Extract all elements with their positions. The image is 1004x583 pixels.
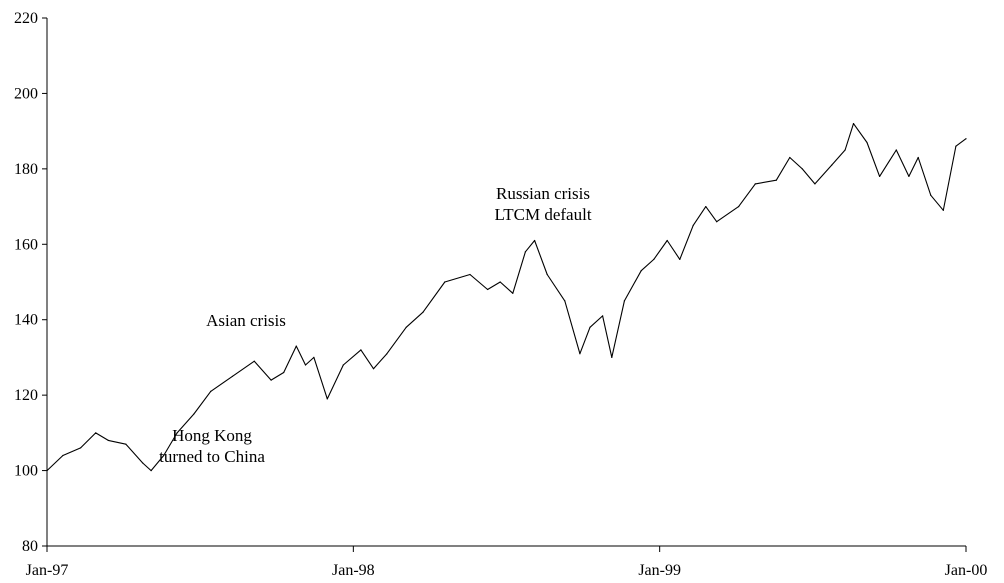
data-point [789, 156, 791, 159]
data-point [754, 183, 756, 185]
y-tick-label: 120 [14, 387, 38, 404]
data-point [444, 281, 446, 283]
data-point [738, 206, 740, 208]
data-point [62, 454, 64, 457]
data-point [283, 371, 285, 374]
data-point [163, 454, 165, 457]
y-tick-label: 220 [14, 10, 38, 27]
annotation-line: Russian crisis [496, 184, 590, 203]
annotation-label: Asian crisis [206, 311, 286, 330]
data-point [210, 390, 212, 392]
data-point [866, 141, 868, 144]
annotation-line: Asian crisis [206, 311, 286, 330]
y-tick-label: 100 [14, 463, 38, 480]
y-tick-label: 160 [14, 236, 38, 253]
data-point [653, 258, 655, 260]
data-point [611, 356, 613, 358]
data-point [313, 356, 315, 358]
data-point [895, 149, 897, 151]
data-point [80, 447, 82, 449]
data-point [579, 353, 581, 355]
data-point [955, 145, 957, 147]
x-tick-label: Jan-98 [332, 562, 375, 579]
data-point [372, 368, 375, 370]
data-point [150, 470, 152, 472]
annotations: Hong Kong turned to China Asian crisis Russ… [159, 184, 592, 466]
data-point [589, 326, 591, 328]
data-point [930, 194, 932, 196]
data-point [692, 224, 694, 226]
data-point [679, 258, 681, 260]
data-point [360, 349, 362, 351]
annotation-label: Russian crisis LTCM default [494, 184, 591, 224]
y-tick-label: 140 [14, 312, 38, 329]
annotation-label: Hong Kong turned to China [159, 426, 265, 466]
data-point [253, 360, 255, 362]
data-point [142, 462, 144, 464]
data-point [852, 123, 855, 125]
data-point [469, 273, 471, 276]
data-point [386, 353, 388, 355]
data-point [107, 439, 109, 441]
data-point [831, 164, 833, 166]
series-group [46, 123, 967, 472]
data-point [326, 398, 328, 400]
annotation-line: LTCM default [494, 205, 591, 224]
data-point [640, 270, 642, 272]
tick-labels: 80 100 120 140 160 180 200 220 Jan-97 Jan-98 Jan-9… [14, 10, 987, 579]
data-point [775, 179, 777, 181]
x-tick-label: Jan-00 [945, 562, 988, 579]
data-point [405, 326, 407, 328]
data-point [965, 138, 967, 140]
data-point [844, 149, 846, 151]
data-point [564, 300, 566, 302]
data-point [524, 251, 527, 253]
data-point [304, 364, 307, 366]
data-point [231, 375, 234, 377]
data-point [46, 470, 48, 472]
annotation-line: Hong Kong [172, 426, 252, 445]
data-point [623, 300, 626, 302]
data-point [879, 175, 881, 177]
y-tick-label: 180 [14, 161, 38, 178]
data-point [917, 156, 919, 159]
data-point [342, 364, 344, 366]
data-point [602, 315, 604, 317]
y-tick-label: 80 [22, 538, 38, 555]
annotation-line: turned to China [159, 447, 265, 466]
data-point [705, 206, 707, 208]
data-point [908, 175, 910, 177]
x-tick-label: Jan-97 [26, 562, 69, 579]
x-tick-label: Jan-99 [638, 562, 681, 579]
data-point [95, 432, 97, 434]
data-point [534, 239, 536, 242]
data-point [942, 209, 944, 211]
data-point [716, 221, 718, 223]
data-point [814, 183, 816, 185]
series-line [46, 123, 967, 472]
data-point [512, 292, 514, 294]
y-tick-label: 200 [14, 85, 38, 102]
data-point [176, 432, 178, 434]
data-point [422, 311, 424, 313]
data-point [801, 168, 803, 170]
data-point [666, 239, 668, 242]
data-point [295, 345, 297, 347]
data-point [499, 281, 501, 283]
data-point [125, 443, 127, 445]
data-point [546, 273, 548, 276]
data-point [487, 288, 489, 291]
data-point [270, 379, 272, 381]
data-point [193, 413, 195, 415]
axes [42, 17, 967, 552]
